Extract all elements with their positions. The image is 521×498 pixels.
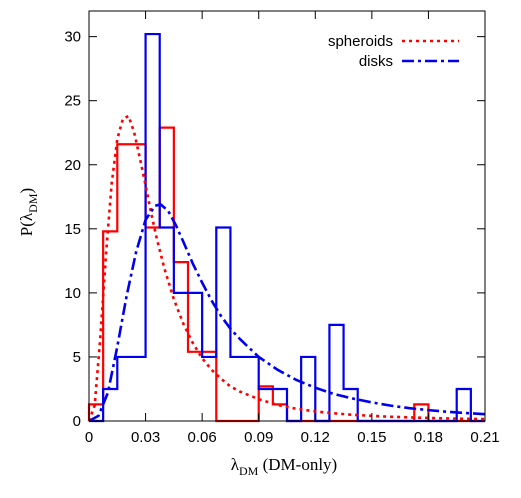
curve-spheroids — [87, 114, 486, 422]
x-tick-label: 0.06 — [188, 429, 217, 446]
curve-disks — [88, 203, 486, 423]
x-tick-label: 0.15 — [357, 429, 386, 446]
y-axis-title: P(λDM) — [17, 188, 40, 236]
x-tick-label: 0.21 — [470, 429, 499, 446]
x-axis-title: λDM (DM-only) — [231, 455, 337, 478]
plot-frame — [88, 10, 486, 422]
y-tick-label: 30 — [64, 29, 81, 46]
y-axis-title-suffix: ) — [17, 188, 36, 194]
plot-border — [88, 10, 486, 422]
x-tick-label: 0 — [85, 429, 93, 446]
y-axis-title-subscript: DM — [26, 193, 40, 213]
y-tick-label: 5 — [73, 349, 81, 366]
x-axis-title-suffix: (DM-only) — [258, 455, 337, 474]
y-axis-title-symbol: λ — [17, 212, 36, 221]
x-axis-title-symbol: λ — [231, 455, 240, 474]
x-tick-label: 0.09 — [244, 429, 273, 446]
x-tick-label: 0.12 — [301, 429, 330, 446]
y-tick-label: 10 — [64, 285, 81, 302]
legend: spheroids disks — [328, 33, 459, 70]
legend-label-spheroids: spheroids — [328, 33, 393, 50]
ticks-layer: 0 0.03 0.06 0.09 0.12 0.15 0.18 0.21 0 5 10 15 20 25 3… — [64, 11, 500, 446]
y-tick-label: 25 — [64, 93, 81, 110]
y-tick-label: 15 — [64, 221, 81, 238]
y-axis-title-prefix: P( — [17, 221, 36, 236]
x-tick-label: 0.03 — [131, 429, 160, 446]
y-tick-label: 20 — [64, 157, 81, 174]
x-tick-label: 0.18 — [414, 429, 443, 446]
curves-layer — [87, 114, 486, 423]
legend-label-disks: disks — [359, 53, 393, 70]
x-axis-title-subscript: DM — [239, 464, 259, 478]
histogram-spheroids — [87, 126, 485, 423]
y-tick-label: 0 — [73, 413, 81, 430]
